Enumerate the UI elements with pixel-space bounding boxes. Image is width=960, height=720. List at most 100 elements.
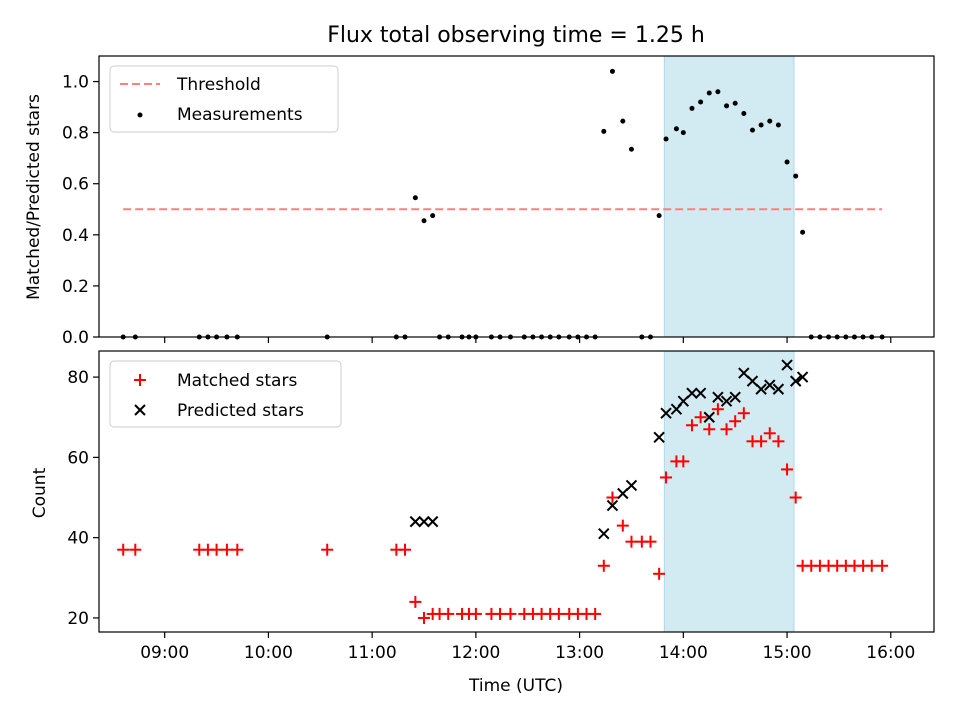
- matched-star-point: [589, 607, 602, 620]
- measurement-point: [673, 126, 679, 132]
- matched-star-point: [494, 607, 507, 620]
- matched-star-point: [694, 411, 707, 424]
- top-highlight-span-layer: [663, 56, 795, 337]
- measurement-point: [793, 173, 799, 179]
- predicted-star-point: [796, 371, 809, 383]
- matched-star-point: [606, 491, 619, 504]
- measurement-point: [680, 130, 686, 136]
- matched-star-point: [755, 435, 768, 448]
- predicted-star-point: [729, 391, 741, 403]
- matched-star-point: [418, 611, 431, 624]
- predicted-star-point: [738, 367, 750, 379]
- bottom-points-layer: [117, 359, 889, 624]
- matched-star-point: [409, 595, 422, 608]
- legend-matched-label: Matched stars: [177, 371, 297, 391]
- matched-star-point: [660, 471, 673, 484]
- predicted-star-point: [764, 379, 776, 391]
- measurement-point: [601, 128, 607, 134]
- matched-star-point: [789, 491, 802, 504]
- matched-star-point: [781, 463, 794, 476]
- measurement-point: [800, 229, 806, 235]
- predicted-star-point: [712, 391, 724, 403]
- measurement-point: [775, 122, 781, 128]
- matched-star-point: [616, 519, 629, 532]
- predicted-star-point: [720, 395, 733, 407]
- predicted-star-point: [418, 515, 430, 528]
- legend-predicted-swatch: [134, 404, 146, 416]
- bottom-x-tick-label: 16:00: [866, 643, 915, 663]
- legend-matched-swatch: [134, 374, 146, 386]
- measurement-point: [656, 213, 662, 219]
- matched-star-point: [711, 403, 724, 416]
- matched-star-point: [876, 559, 889, 572]
- top-y-tick-label: 0.0: [62, 328, 89, 348]
- predicted-star-point: [781, 359, 793, 371]
- legend-measurements-label: Measurements: [177, 105, 303, 125]
- matched-star-point: [720, 423, 733, 436]
- top-y-axis-label: Matched/Predicted stars: [24, 94, 44, 300]
- bottom-legend-box: [109, 360, 342, 428]
- top-legend-box: [109, 65, 339, 133]
- bottom-x-tick-label: 09:00: [140, 643, 189, 663]
- measurement-point: [663, 136, 669, 142]
- matched-star-point: [597, 559, 610, 572]
- matched-star-point: [737, 407, 750, 420]
- predicted-star-point: [677, 395, 690, 407]
- bottom-axes-layer: 20 40 60 80 09:00 10:00 11:00 12:00 13:00 14:00 15…: [67, 350, 935, 663]
- matched-star-point: [504, 607, 517, 620]
- bottom-panel: 20 40 60 80 09:00 10:00 11:00 12:00 13:00 14:00 15…: [30, 350, 935, 696]
- top-y-tick-label: 0.4: [62, 226, 89, 246]
- top-axes-layer: 0.0 0.2 0.4 0.6 0.8 1.0: [62, 55, 935, 348]
- matched-star-point: [729, 415, 742, 428]
- measurement-point: [724, 103, 730, 109]
- matched-star-point: [685, 419, 698, 432]
- measurement-point: [609, 68, 615, 74]
- matched-star-point: [625, 535, 638, 548]
- predicted-star-point: [755, 383, 767, 395]
- figure-title: Flux total observing time = 1.25 h: [327, 23, 705, 48]
- bottom-x-tick-label: 13:00: [555, 643, 604, 663]
- predicted-star-point: [746, 375, 759, 387]
- matched-star-point: [442, 607, 455, 620]
- bottom-legend: Matched stars Predicted stars: [109, 360, 342, 428]
- matched-star-point: [129, 543, 142, 556]
- measurement-point: [430, 213, 436, 219]
- top-y-tick-label: 0.6: [62, 175, 89, 195]
- top-panel: 0.0 0.2 0.4 0.6 0.8 1.0 Matched/Predicted sta…: [24, 55, 935, 348]
- predicted-star-point: [789, 375, 802, 387]
- predicted-star-point: [653, 431, 665, 444]
- measurement-point: [706, 90, 712, 96]
- predicted-star-point: [409, 515, 422, 528]
- bottom-y-tick-label: 60: [67, 448, 89, 468]
- measurement-point: [715, 89, 721, 95]
- measurement-point: [758, 122, 764, 128]
- predicted-star-point: [703, 411, 715, 423]
- top-axes-frame: [98, 55, 935, 338]
- matched-star-point: [772, 435, 785, 448]
- measurement-point: [698, 99, 704, 105]
- bottom-y-tick-label: 20: [67, 609, 89, 629]
- bottom-y-tick-label: 80: [67, 368, 89, 388]
- legend-measurements-swatch: [137, 112, 143, 118]
- legend-predicted-label: Predicted stars: [177, 401, 304, 421]
- matched-star-point: [231, 543, 244, 556]
- measurement-point: [412, 195, 418, 201]
- predicted-star-point: [426, 515, 439, 528]
- matched-star-point: [220, 543, 233, 556]
- predicted-star-point: [686, 387, 698, 399]
- bottom-y-axis-label: Count: [30, 467, 50, 518]
- predicted-star-point: [625, 479, 638, 492]
- matched-star-point: [763, 427, 776, 440]
- top-y-tick-label: 0.2: [62, 277, 89, 297]
- matched-star-point: [552, 607, 565, 620]
- top-highlight-span: [664, 56, 794, 337]
- bottom-x-tick-label: 15:00: [763, 643, 812, 663]
- bottom-x-axis-label: Time (UTC): [468, 676, 563, 696]
- matched-star-point: [117, 543, 130, 556]
- predicted-star-point: [772, 383, 785, 395]
- matched-star-point: [469, 607, 482, 620]
- bottom-x-tick-label: 12:00: [451, 643, 500, 663]
- measurement-point: [620, 118, 626, 124]
- matched-star-point: [677, 455, 690, 468]
